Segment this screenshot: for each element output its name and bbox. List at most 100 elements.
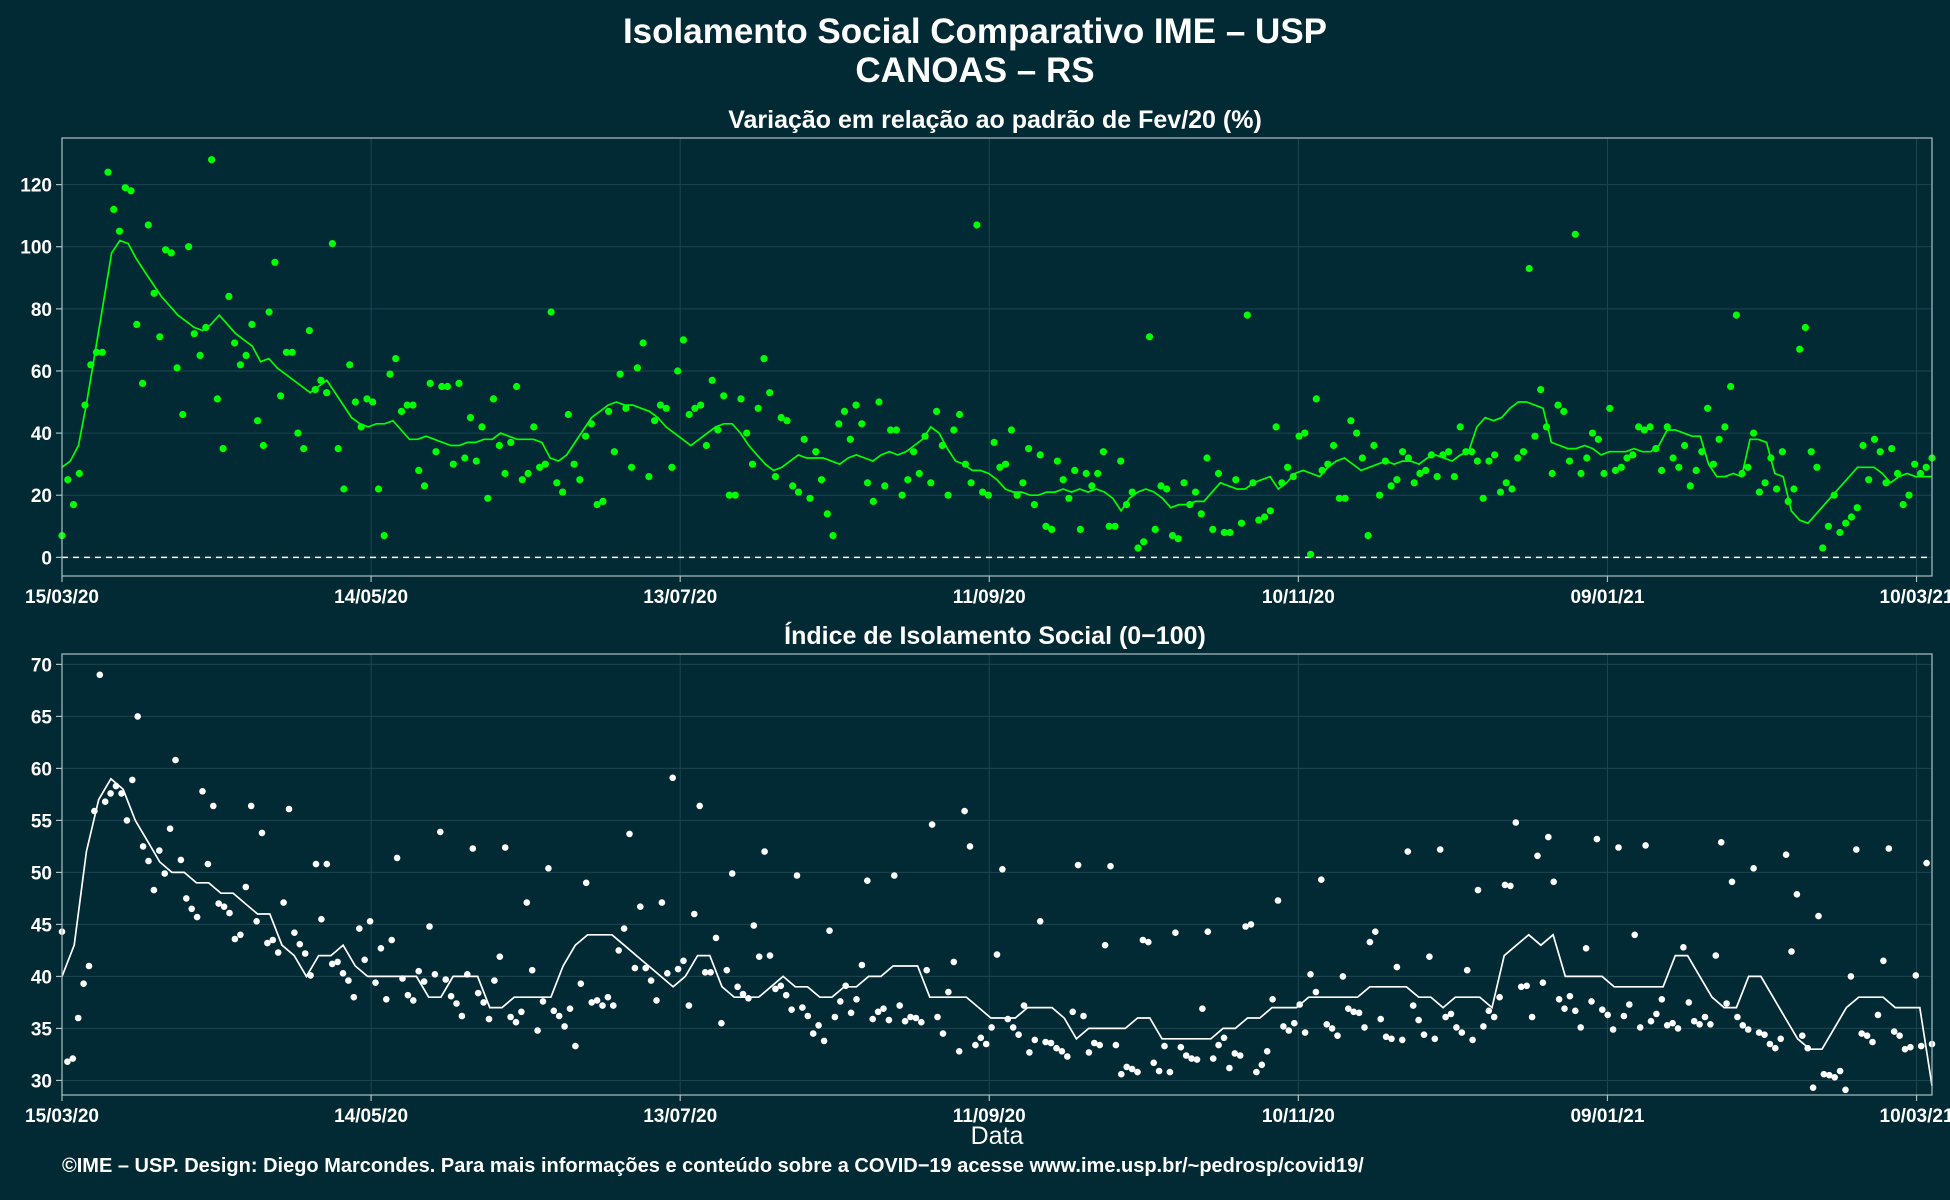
panel2-point [669, 774, 676, 782]
panel2-point [934, 1013, 941, 1021]
panel1-point [927, 479, 935, 487]
panel2-point [1209, 1055, 1217, 1062]
panel2-point [350, 993, 358, 1001]
panel1-point [1554, 401, 1562, 409]
panel1-point [1312, 395, 1320, 403]
panel2-point [820, 1037, 828, 1045]
panel1-point [1157, 482, 1165, 490]
panel2-point [1247, 921, 1255, 928]
panel1-point [380, 532, 388, 540]
panel1-point [1692, 466, 1700, 474]
panel1-point [300, 445, 308, 453]
panel1-x-tick-label: 14/05/20 [334, 587, 408, 608]
panel2-point [1690, 1017, 1698, 1025]
panel1-point [1830, 491, 1838, 499]
panel1-point [1301, 429, 1309, 437]
panel2-point [1604, 1011, 1611, 1019]
panel1-point [570, 460, 578, 468]
panel1-point [858, 420, 866, 428]
panel2-point [1723, 1000, 1730, 1007]
panel2-point [69, 1055, 77, 1062]
panel1-point [489, 395, 498, 403]
panel1-point [236, 361, 244, 369]
panel2-point [1236, 1052, 1244, 1059]
panel2-point [1755, 1029, 1763, 1036]
panel2-point [404, 991, 412, 999]
panel2-point [420, 978, 428, 985]
panel2-point [1458, 1029, 1466, 1036]
panel1-point [1007, 426, 1016, 434]
panel2-point [1172, 929, 1179, 936]
panel1-point [1537, 386, 1545, 394]
panel1-point [1824, 522, 1832, 530]
panel1-point [1600, 469, 1608, 478]
panel1-point [1732, 311, 1740, 319]
panel2-point [1572, 1007, 1579, 1015]
panel1-point [1842, 519, 1850, 527]
panel1-point [1577, 469, 1585, 478]
panel1-point [1174, 535, 1182, 543]
panel1-point [1284, 463, 1292, 471]
footer-caption: ©IME – USP. Design: Diego Marcondes. Par… [62, 1155, 1364, 1177]
panel2-point [588, 999, 595, 1006]
panel1-point [789, 482, 797, 490]
panel1-point [1778, 448, 1786, 456]
panel2-point [1026, 1049, 1033, 1056]
panel2-point [1161, 1042, 1168, 1050]
panel2-point [1009, 1024, 1017, 1031]
panel1-point [277, 392, 285, 400]
panel2-point [615, 947, 622, 954]
panel1-point [495, 441, 503, 450]
panel1-point [702, 441, 711, 450]
panel1-point [1203, 454, 1211, 462]
panel1-point [725, 491, 734, 499]
panel1-point [1220, 528, 1228, 537]
panel2-point [1382, 1033, 1390, 1041]
panel1-point [1117, 457, 1125, 465]
panel1-point [1266, 507, 1274, 515]
panel1-point [190, 330, 198, 338]
panel2-point [1242, 923, 1249, 930]
panel2-point [599, 1002, 606, 1009]
panel1-point [875, 398, 883, 406]
panel1-point [374, 485, 383, 493]
panel1-point [869, 497, 877, 505]
panel2-point [415, 967, 423, 975]
panel2-point [680, 957, 687, 965]
panel1-point [1882, 479, 1890, 487]
panel1-point [1519, 448, 1528, 456]
panel2-point [1707, 1021, 1714, 1028]
panel2-point [285, 805, 293, 813]
panel2-point [1566, 992, 1574, 1000]
panel2-point [793, 872, 801, 879]
panel1-point [69, 501, 78, 509]
panel2-point [1712, 952, 1720, 959]
panel1-point [1911, 460, 1919, 468]
panel1-point [783, 417, 791, 425]
panel2-point [1777, 1035, 1784, 1043]
panel2-point [123, 817, 131, 824]
panel1-point [852, 401, 860, 409]
panel2-point [1880, 957, 1887, 965]
panel2-point [907, 1013, 914, 1021]
panel1-point [340, 485, 348, 493]
panel2-point [199, 788, 206, 795]
panel1-point [1145, 333, 1154, 341]
panel2-point [447, 992, 455, 1000]
panel1-point [979, 488, 987, 496]
panel1-point [1847, 513, 1855, 521]
panel1-point [1422, 466, 1430, 474]
panel2-point [755, 953, 763, 960]
panel2-point [1263, 1048, 1271, 1055]
panel2-point [177, 856, 185, 864]
panel2-point [1372, 928, 1379, 935]
panel2-point [664, 970, 671, 977]
panel1-point [564, 410, 572, 419]
panel2-point [642, 964, 649, 972]
panel2-point [1118, 1070, 1125, 1078]
panel2-x-tick-label: 09/01/21 [1570, 1106, 1644, 1127]
panel2-point [637, 903, 644, 910]
panel1-point [1456, 423, 1464, 431]
panel1-point [162, 246, 170, 254]
panel1-point [1191, 488, 1200, 496]
